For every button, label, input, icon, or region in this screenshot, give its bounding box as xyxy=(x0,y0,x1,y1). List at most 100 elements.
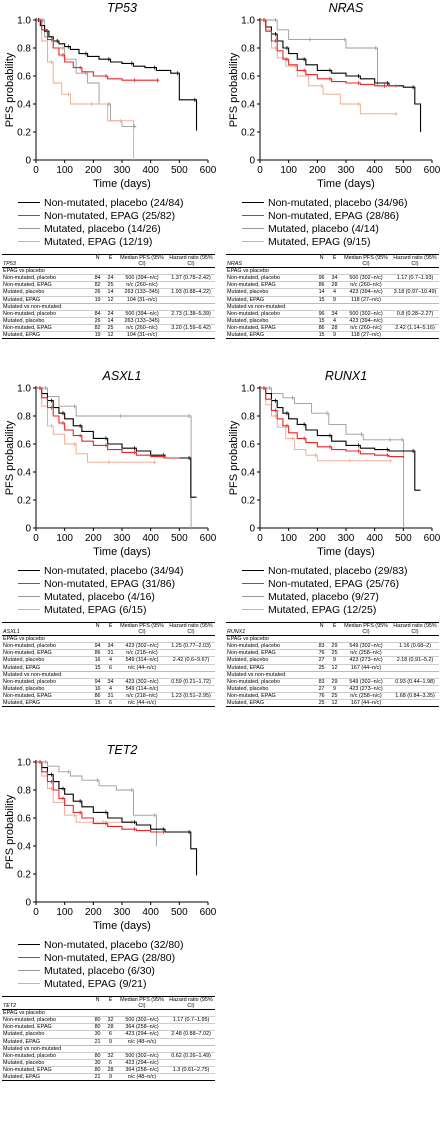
y-tick-label: 0 xyxy=(25,524,31,535)
table-row: Non-mutated, EPAG 82 25 n/c (260–n/c) xyxy=(2,281,215,289)
table-cell: Non-mutated, placebo xyxy=(2,1051,92,1060)
table-cell: 423 (302–n/c) xyxy=(117,677,167,686)
y-axis-label: PFS probability xyxy=(4,52,16,127)
table-row: Non-mutated, EPAG 86 28 n/c (260–n/c) xyxy=(226,281,439,289)
table-cell: 21 xyxy=(91,1037,105,1046)
x-tick-label: 600 xyxy=(424,165,441,176)
x-tick-label: 400 xyxy=(142,907,159,918)
table-cell: n/c (260–n/c) xyxy=(341,281,391,289)
table-cell: 83 xyxy=(315,642,329,650)
table-cell: 94 xyxy=(91,677,105,686)
legend-swatch xyxy=(18,609,40,610)
table-cell xyxy=(167,649,215,657)
table-cell: 76 xyxy=(315,649,329,657)
table-cell: Mutated, EPAG xyxy=(2,699,92,708)
table-section-label: EPAG vs placebo xyxy=(226,635,439,643)
x-tick-label: 0 xyxy=(33,907,39,918)
x-tick-label: 300 xyxy=(338,165,355,176)
table-cell: 30 xyxy=(91,1030,105,1039)
km-curve-non-mutated-epag xyxy=(36,19,160,81)
table-cell: Non-mutated, placebo xyxy=(226,274,316,282)
pfs-table: TP53 N E Median PFS (95% CI) Hazard ratio (9… xyxy=(2,253,215,340)
legend-item: Non-mutated, placebo (34/94) xyxy=(18,564,217,577)
legend-swatch xyxy=(18,596,40,597)
legend-label: Non-mutated, EPAG (25/82) xyxy=(44,209,176,222)
table-section-row: Mutated vs non-mutated xyxy=(226,670,439,679)
km-chart: TP53 0 0.2 0.4 0.6 0.8 1.0 0 100 200 300 400 500 600 T… xyxy=(4,1,217,190)
table-section-row: Mutated vs non-mutated xyxy=(2,670,215,679)
table-row: Non-mutated, placebo 83 29 549 (302–n/c) 1.1… xyxy=(226,642,439,650)
table-cell xyxy=(391,295,439,304)
km-panel-nras: NRAS 0 0.2 0.4 0.6 0.8 1.0 0 100 200 300 400 500 600 T… xyxy=(226,0,441,340)
km-panel-runx1: RUNX1 0 0.2 0.4 0.6 0.8 1.0 0 100 200 300 400 500 600… xyxy=(226,368,441,708)
table-cell: 14 xyxy=(315,288,329,297)
table-section-label: EPAG vs placebo xyxy=(2,1009,215,1017)
chart-title: TET2 xyxy=(107,743,138,757)
x-tick-label: 600 xyxy=(200,165,217,176)
y-tick-label: 0 xyxy=(25,898,31,909)
legend-swatch xyxy=(242,215,264,216)
table-cell: 19 xyxy=(91,331,105,340)
table-cell xyxy=(391,316,439,325)
table-cell: n/c (44–n/c) xyxy=(117,663,167,672)
table-cell xyxy=(391,649,439,657)
table-cell xyxy=(391,699,439,708)
x-tick-label: 0 xyxy=(33,533,39,544)
table-cell: 84 xyxy=(91,309,105,318)
km-curve-mutated-epag xyxy=(36,387,157,463)
legend-swatch xyxy=(242,228,264,229)
legend-swatch xyxy=(18,957,40,958)
table-cell: 12 xyxy=(104,295,117,304)
table-cell: 28 xyxy=(328,323,341,332)
table-cell: 118 (27–n/c) xyxy=(341,331,391,340)
legend-label: Mutated, EPAG (12/19) xyxy=(44,235,153,248)
x-axis-label: Time (days) xyxy=(317,546,375,558)
table-cell: Mutated, EPAG xyxy=(2,295,92,304)
x-tick-label: 600 xyxy=(424,533,441,544)
table-cell: n/c (260–n/c) xyxy=(117,323,167,332)
table-column-header: N xyxy=(91,995,105,1011)
table-cell: 4 xyxy=(104,684,117,693)
table-cell xyxy=(391,331,439,340)
table-cell: 94 xyxy=(91,642,105,650)
legend-swatch xyxy=(242,202,264,203)
x-tick-label: 0 xyxy=(257,165,263,176)
table-cell: 80 xyxy=(91,1051,105,1060)
table-row: Non-mutated, placebo 80 32 500 (302–n/c) 1.1… xyxy=(2,1016,215,1024)
table-row: Mutated, placebo 15 4 423 (394–n/c) xyxy=(226,316,439,325)
x-tick-label: 200 xyxy=(309,165,326,176)
x-tick-label: 200 xyxy=(85,907,102,918)
legend-swatch xyxy=(18,228,40,229)
table-cell: 12 xyxy=(328,699,341,708)
table-section-row: EPAG vs placebo xyxy=(2,1009,215,1017)
table-cell: 9 xyxy=(104,1037,117,1046)
legend: Non-mutated, placebo (32/80) Non-mutated,… xyxy=(18,938,217,990)
y-tick-label: 1.0 xyxy=(241,384,255,395)
x-tick-label: 200 xyxy=(309,533,326,544)
table-cell: Mutated, EPAG xyxy=(2,1037,92,1046)
y-tick-label: 0 xyxy=(249,524,255,535)
y-tick-label: 0.6 xyxy=(241,72,255,83)
table-cell: 34 xyxy=(104,642,117,650)
legend-label: Mutated, EPAG (6/15) xyxy=(44,603,147,616)
legend-label: Non-mutated, placebo (34/94) xyxy=(44,564,184,577)
table-column-header: E xyxy=(104,621,117,637)
y-tick-label: 1.0 xyxy=(241,16,255,27)
legend: Non-mutated, placebo (34/96) Non-mutated,… xyxy=(242,196,441,248)
table-cell: Non-mutated, placebo xyxy=(226,677,316,686)
y-tick-label: 1.0 xyxy=(17,16,31,27)
table-cell: 28 xyxy=(104,1023,117,1031)
pfs-table: ASXL1 N E Median PFS (95% CI) Hazard ratio (… xyxy=(2,621,215,708)
table-row: Non-mutated, EPAG 76 25 n/c (258–n/c) xyxy=(226,649,439,657)
table-cell: 83 xyxy=(315,677,329,686)
table-cell: 9 xyxy=(328,656,341,665)
table-cell: 25 xyxy=(328,691,341,700)
pfs-table: TET2 N E Median PFS (95% CI) Hazard ratio (9… xyxy=(2,995,215,1082)
table-cell: n/c (258–n/c) xyxy=(341,691,391,700)
table-cell xyxy=(167,1023,215,1031)
legend-swatch xyxy=(18,202,40,203)
table-cell: 16 xyxy=(91,656,105,665)
legend-label: Non-mutated, placebo (32/80) xyxy=(44,938,184,951)
table-cell: 423 (294–n/c) xyxy=(117,1030,167,1039)
y-tick-label: 0.4 xyxy=(17,842,31,853)
